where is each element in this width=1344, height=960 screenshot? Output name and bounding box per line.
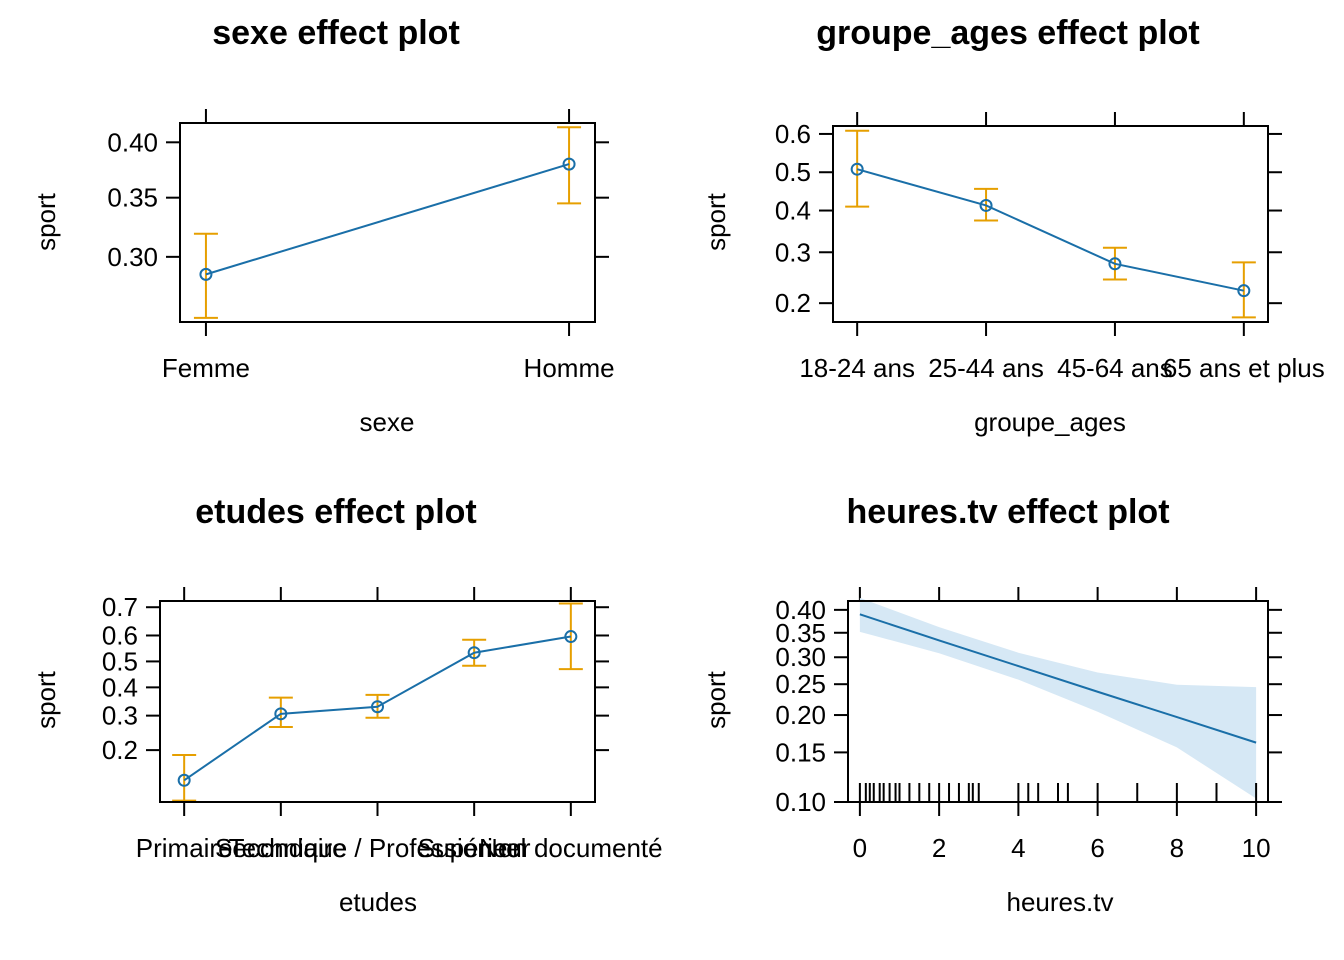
x-tick-label: 10: [1242, 833, 1271, 863]
y-tick-label: 0.30: [775, 642, 826, 672]
data-point: [1108, 257, 1122, 271]
y-tick-label: 0.6: [102, 620, 138, 650]
data-point: [1237, 284, 1251, 298]
x-tick-label: Femme: [162, 353, 250, 383]
error-bar: [558, 602, 583, 671]
data-point: [850, 162, 864, 176]
data-point: [371, 700, 384, 714]
plot-title: groupe_ages effect plot: [816, 14, 1200, 52]
x-tick-label: 4: [1011, 833, 1025, 863]
plot-frame: [159, 600, 596, 803]
x-axis-label: heures.tv: [1007, 887, 1114, 917]
y-tick-label: 0.5: [775, 157, 811, 187]
effect-plot-panel-4: heures.tv effect plot heures.tv sport 0.10 0…: [701, 493, 1282, 917]
error-bar: [268, 696, 293, 729]
y-tick-label: 0.35: [107, 183, 158, 213]
x-tick-label: Homme: [524, 353, 615, 383]
y-tick-label: 0.4: [775, 196, 811, 226]
plot-frame: [179, 122, 596, 323]
effect-plot-panel-1: sexe effect plot sexe sport 0.30 0.35 0.40 Fem…: [31, 14, 615, 437]
plot-title: heures.tv effect plot: [846, 493, 1169, 531]
y-tick-label: 0.3: [102, 701, 138, 731]
effect-plot-panel-2: groupe_ages effect plot groupe_ages sport 0…: [701, 14, 1325, 437]
y-axis-label: sport: [31, 670, 61, 729]
y-tick-label: 0.20: [775, 700, 826, 730]
y-tick-label: 0.5: [102, 646, 138, 676]
confidence-band: [859, 597, 1257, 799]
data-point: [274, 707, 288, 721]
x-tick-label: 0: [853, 833, 867, 863]
y-axis-label: sport: [31, 192, 61, 251]
x-tick-label: Supérieur: [418, 833, 531, 863]
x-tick-label: 65 ans et plus: [1163, 353, 1325, 383]
effect-line: [859, 613, 1257, 744]
plot-title: etudes effect plot: [195, 493, 476, 531]
error-bar: [557, 126, 582, 205]
plot-frame: [847, 600, 1269, 803]
y-tick-label: 0.35: [775, 618, 826, 648]
effect-line: [183, 635, 571, 782]
data-point: [979, 198, 993, 212]
y-tick-label: 0.7: [102, 592, 138, 622]
x-tick-label: 25-44 ans: [928, 353, 1044, 383]
x-tick-label: Primaire: [136, 833, 233, 863]
x-tick-label: Technique / Professionnel: [229, 833, 527, 863]
x-tick-label: 2: [932, 833, 946, 863]
y-tick-label: 0.4: [102, 672, 138, 702]
effect-plot-panel-3: etudes effect plotetudessport0.20.30.40.…: [31, 493, 663, 917]
error-bar: [172, 754, 197, 802]
y-tick-label: 0.40: [775, 595, 826, 625]
y-tick-label: 0.40: [107, 127, 158, 157]
x-tick-label: 6: [1090, 833, 1104, 863]
effect-line: [856, 168, 1245, 292]
x-axis-label: groupe_ages: [974, 407, 1126, 437]
y-axis-label: sport: [701, 192, 731, 251]
data-point: [467, 646, 481, 660]
error-bar: [845, 129, 870, 208]
x-axis-label: etudes: [339, 887, 417, 917]
plot-title: sexe effect plot: [212, 14, 460, 52]
y-tick-label: 0.25: [775, 669, 826, 699]
plot-frame: [832, 125, 1269, 323]
y-tick-label: 0.30: [107, 242, 158, 272]
error-bar: [193, 232, 218, 319]
x-tick-label: 8: [1170, 833, 1184, 863]
y-axis-label: sport: [701, 670, 731, 729]
y-tick-label: 0.2: [102, 735, 138, 765]
x-tick-label: 18-24 ans: [799, 353, 915, 383]
y-tick-label: 0.10: [775, 787, 826, 817]
y-tick-label: 0.3: [775, 237, 811, 267]
data-point: [177, 773, 191, 787]
x-tick-label: Secondaire: [215, 833, 347, 863]
x-tick-label: Non documenté: [479, 833, 663, 863]
data-point: [199, 267, 213, 281]
x-tick-label: 45-64 ans: [1057, 353, 1173, 383]
y-tick-label: 0.6: [775, 119, 811, 149]
y-tick-label: 0.15: [775, 737, 826, 767]
y-tick-label: 0.2: [775, 288, 811, 318]
effect-line: [205, 163, 570, 276]
data-point: [564, 630, 578, 644]
data-point: [562, 157, 576, 171]
x-axis-label: sexe: [360, 407, 415, 437]
